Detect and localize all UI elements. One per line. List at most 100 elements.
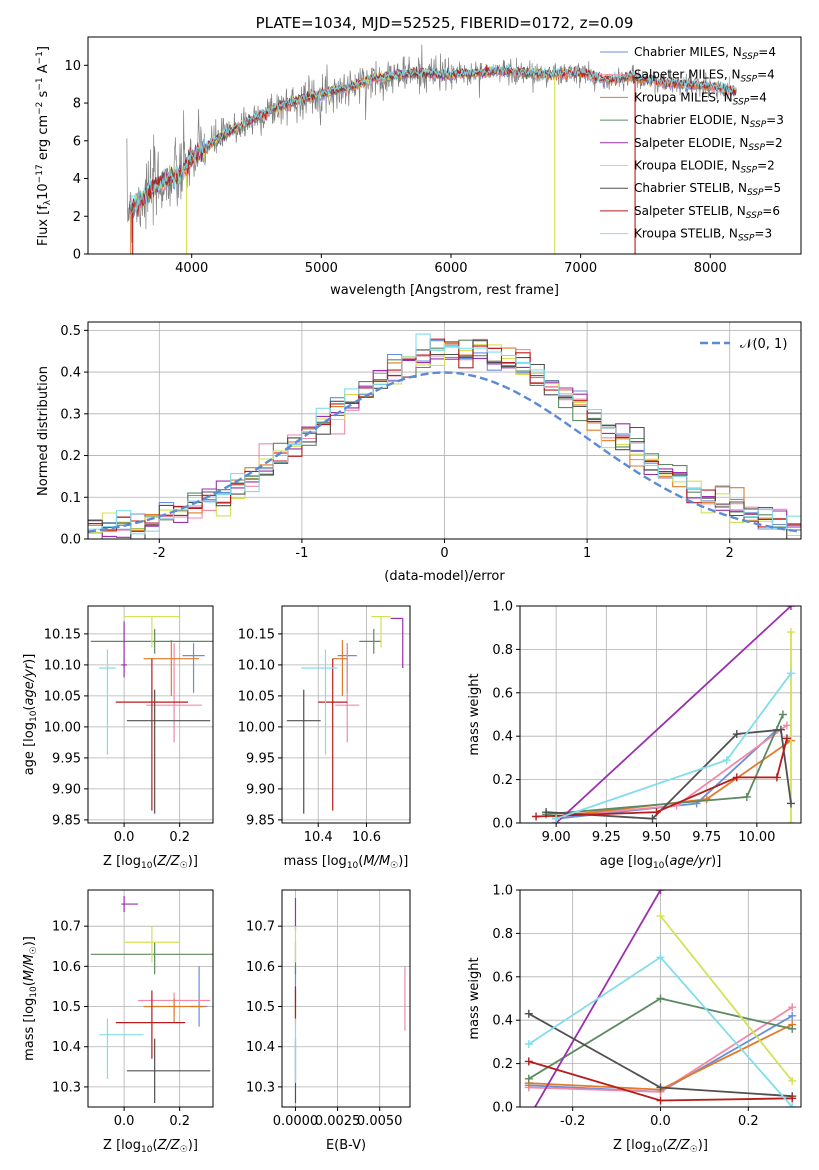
series-marker xyxy=(786,799,795,808)
errorbar-salpeter_elodie xyxy=(121,896,138,913)
legend-label-sub: SSP xyxy=(738,234,755,244)
label-part: A xyxy=(36,64,51,77)
series-marker xyxy=(652,808,661,817)
series-marker xyxy=(788,1094,797,1103)
label-part: 10 xyxy=(36,183,51,200)
x-tick-label: 2 xyxy=(726,546,734,561)
series-marker xyxy=(656,994,665,1003)
y-tick-label: 9.85 xyxy=(246,813,275,828)
y-axis-label: mass weight xyxy=(467,957,482,1039)
y-tick-label: 10.6 xyxy=(52,960,81,975)
mass_vs_age-frame xyxy=(281,605,411,824)
legend-label: Kroupa STELIB, NSSP=3 xyxy=(634,227,772,244)
series-marker xyxy=(656,912,665,921)
y-tick-label: 9.95 xyxy=(52,751,81,766)
y-tick-label: 0.8 xyxy=(492,643,513,658)
errorbar-kroupa_stelib xyxy=(99,1018,144,1079)
legend-label-sub: SSP xyxy=(746,211,763,221)
label-part: −2 xyxy=(35,102,45,115)
series-marker xyxy=(786,819,795,823)
legend-label-tail: =2 xyxy=(757,159,775,173)
x-tick-label: 10.4 xyxy=(304,830,333,845)
x-tick-label: 0.0000 xyxy=(273,1114,319,1129)
label-part: age [log xyxy=(600,854,653,869)
label-part: ☉ xyxy=(690,1145,698,1155)
x-tick-label: 9.00 xyxy=(542,830,571,845)
label-part: )] xyxy=(698,1138,708,1153)
series-marker xyxy=(542,808,551,817)
y-tick-label: 0.2 xyxy=(492,773,513,788)
series-marker xyxy=(532,812,541,821)
series-marker xyxy=(648,814,657,823)
errorbar-salpeter_elodie xyxy=(121,621,127,678)
series-marker xyxy=(524,1074,533,1083)
label-part: E(B-V) xyxy=(326,1138,366,1153)
legend-label: Salpeter MILES, NSSP=4 xyxy=(634,68,775,85)
label-part: M/M xyxy=(363,854,390,869)
label-part: age [log xyxy=(22,722,37,775)
y-axis-label: mass weight xyxy=(467,673,482,755)
x-tick-label: 10.6 xyxy=(352,830,381,845)
legend-label: Salpeter STELIB, NSSP=6 xyxy=(634,204,780,221)
Z_vs_mass-panel: 0.0 0.2 10.3 10.4 10.5 10.6 10.7 xyxy=(52,889,214,1129)
legend-label-normal: 𝒩(0, 1) xyxy=(740,337,787,352)
x-tick-label: 0.0 xyxy=(650,1114,671,1129)
Z_vs_mass-plot-area xyxy=(90,896,213,1103)
series-marker xyxy=(788,1103,797,1107)
series-marker xyxy=(788,1076,797,1085)
legend-label-sub: SSP xyxy=(747,188,764,198)
y-tick-label: 0.0 xyxy=(492,1101,513,1116)
Z_vs_age-plot-area xyxy=(90,615,213,814)
series-salpeter_stelib xyxy=(532,734,791,821)
label-part: M/M xyxy=(22,954,37,981)
errorbar-salpeter_stelib xyxy=(318,658,348,811)
y-axis-label: Normed distribution xyxy=(36,366,51,496)
errorbar-kroupa_miles xyxy=(332,640,348,696)
x-tick-label: 0 xyxy=(440,546,448,561)
y-tick-label: 0.4 xyxy=(492,1014,513,1029)
legend-label-main: Kroupa ELODIE, N xyxy=(634,159,741,173)
label-part: )] xyxy=(398,854,408,869)
label-part: )] xyxy=(22,654,37,664)
series-marker xyxy=(525,1114,533,1122)
x-tick-label: 6000 xyxy=(434,261,467,276)
label-part: Z/Z xyxy=(157,854,181,869)
label-part: 10 xyxy=(141,1145,153,1155)
label-part: −1 xyxy=(35,51,45,64)
label-part: 10 xyxy=(29,710,39,722)
x-tick-label: 0.0025 xyxy=(315,1114,361,1129)
legend-label-tail: =4 xyxy=(749,90,767,104)
ebv_vs_mass-frame xyxy=(281,889,411,1108)
legend-label-main: Chabrier MILES, N xyxy=(634,45,742,59)
series-marker xyxy=(786,669,795,678)
y-tick-label: 9.85 xyxy=(52,813,81,828)
y-tick-label: 0.4 xyxy=(60,366,81,381)
mass_vs_age-plot-area xyxy=(286,615,404,814)
series-line xyxy=(546,728,792,820)
legend-label: Chabrier STELIB, NSSP=5 xyxy=(634,181,781,198)
errorbar-chabrier_stelib xyxy=(126,689,211,814)
y-tick-label: 9.90 xyxy=(246,782,275,797)
y-axis-label: mass [log10​(M/M☉​)] xyxy=(22,936,39,1061)
label-part: Z/Z xyxy=(157,1138,181,1153)
series-marker xyxy=(788,1024,797,1033)
label-part: )] xyxy=(188,1138,198,1153)
legend-label-sub: SSP xyxy=(750,120,767,130)
errorbar-chabrier_stelib xyxy=(286,689,321,814)
y-tick-label: 1.0 xyxy=(492,884,513,899)
x-axis-label: (data-model)/error xyxy=(384,569,505,584)
series-marker xyxy=(772,773,781,782)
y-tick-label: 10.6 xyxy=(246,960,275,975)
x-tick-label: 8000 xyxy=(694,261,727,276)
series-chabrier_elodie xyxy=(524,994,797,1083)
label-part: 10 xyxy=(651,1145,663,1155)
x-tick-label: 4000 xyxy=(175,261,208,276)
y-tick-label: 0.4 xyxy=(492,730,513,745)
histogram-chabrier_stelib xyxy=(88,340,801,539)
legend-label-main: Salpeter STELIB, N xyxy=(634,204,746,218)
errorbar-salpeter_elodie xyxy=(390,617,404,668)
x-tick-label: 1 xyxy=(583,546,591,561)
legend-label-main: Chabrier STELIB, N xyxy=(634,181,747,195)
series-marker xyxy=(656,953,665,962)
